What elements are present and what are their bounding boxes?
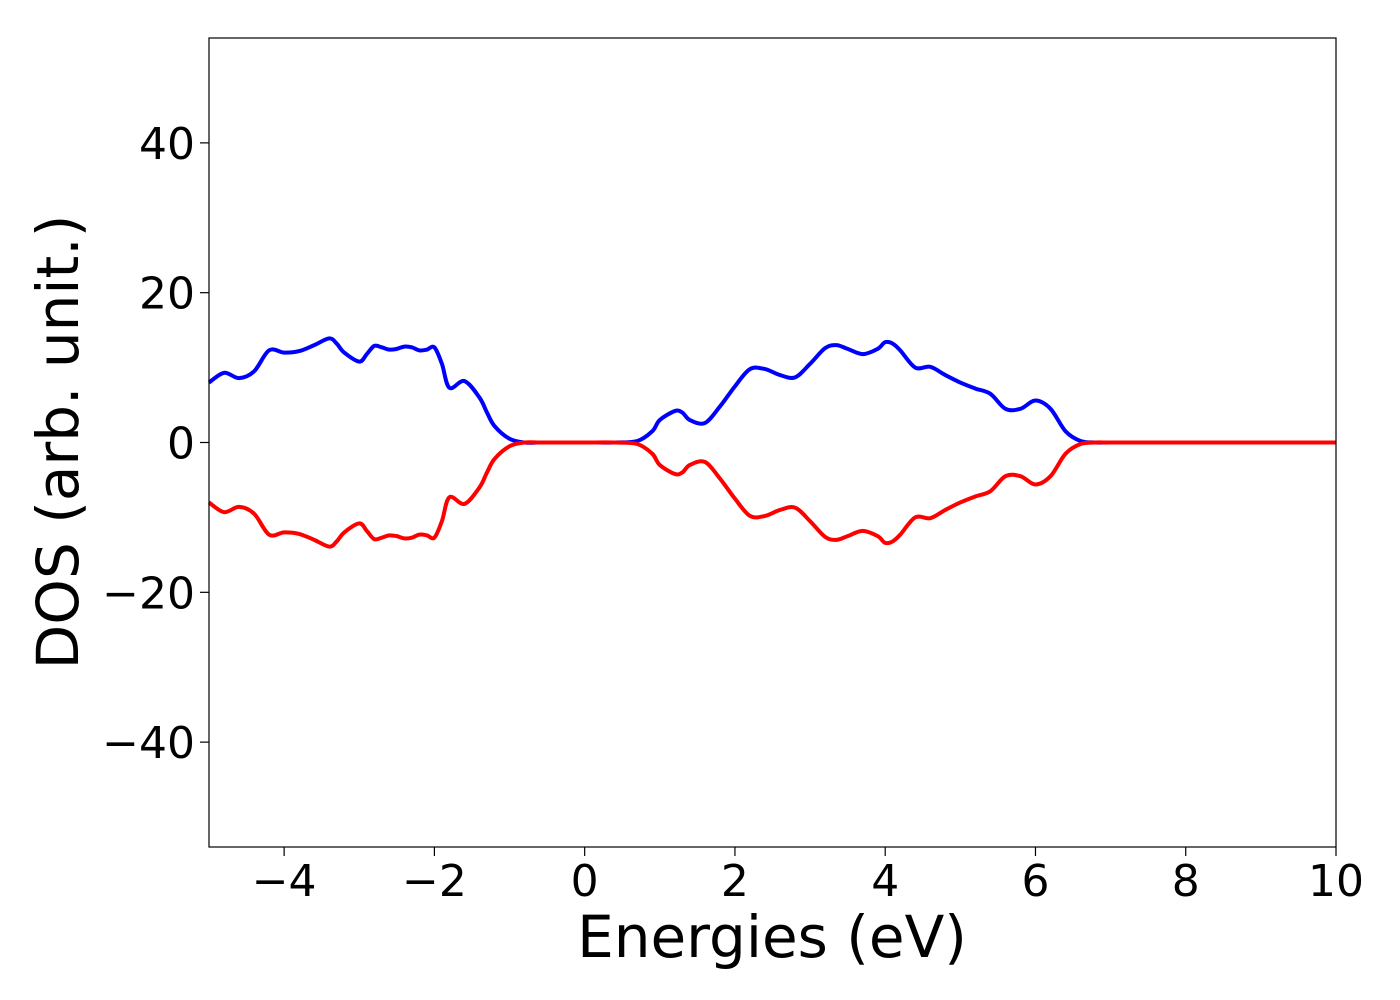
x-tick-label: 0: [571, 856, 599, 907]
series-layer: [207, 336, 1336, 549]
series-line-2: [207, 440, 1336, 549]
y-tick-label: 40: [139, 119, 195, 170]
y-tick-label: −20: [102, 568, 195, 619]
x-tick-label: 10: [1308, 856, 1364, 907]
x-tick-label: 2: [721, 856, 749, 907]
x-axis-ticks: −4 −2 0 2 4 6 8 10: [252, 847, 1364, 907]
y-axis-label: DOS (arb. unit.): [24, 215, 92, 670]
x-axis-label: Energies (eV): [577, 903, 967, 971]
x-tick-label: 8: [1172, 856, 1200, 907]
y-tick-label: 20: [139, 269, 195, 320]
series-line-1: [207, 336, 1336, 445]
x-tick-label: −4: [252, 856, 317, 907]
y-tick-label: −40: [102, 718, 195, 769]
x-tick-label: 4: [871, 856, 899, 907]
x-tick-label: 6: [1021, 856, 1049, 907]
y-tick-label: 0: [167, 419, 195, 470]
y-axis-ticks: −40 −20 0 20 40: [102, 119, 209, 769]
x-tick-label: −2: [402, 856, 467, 907]
